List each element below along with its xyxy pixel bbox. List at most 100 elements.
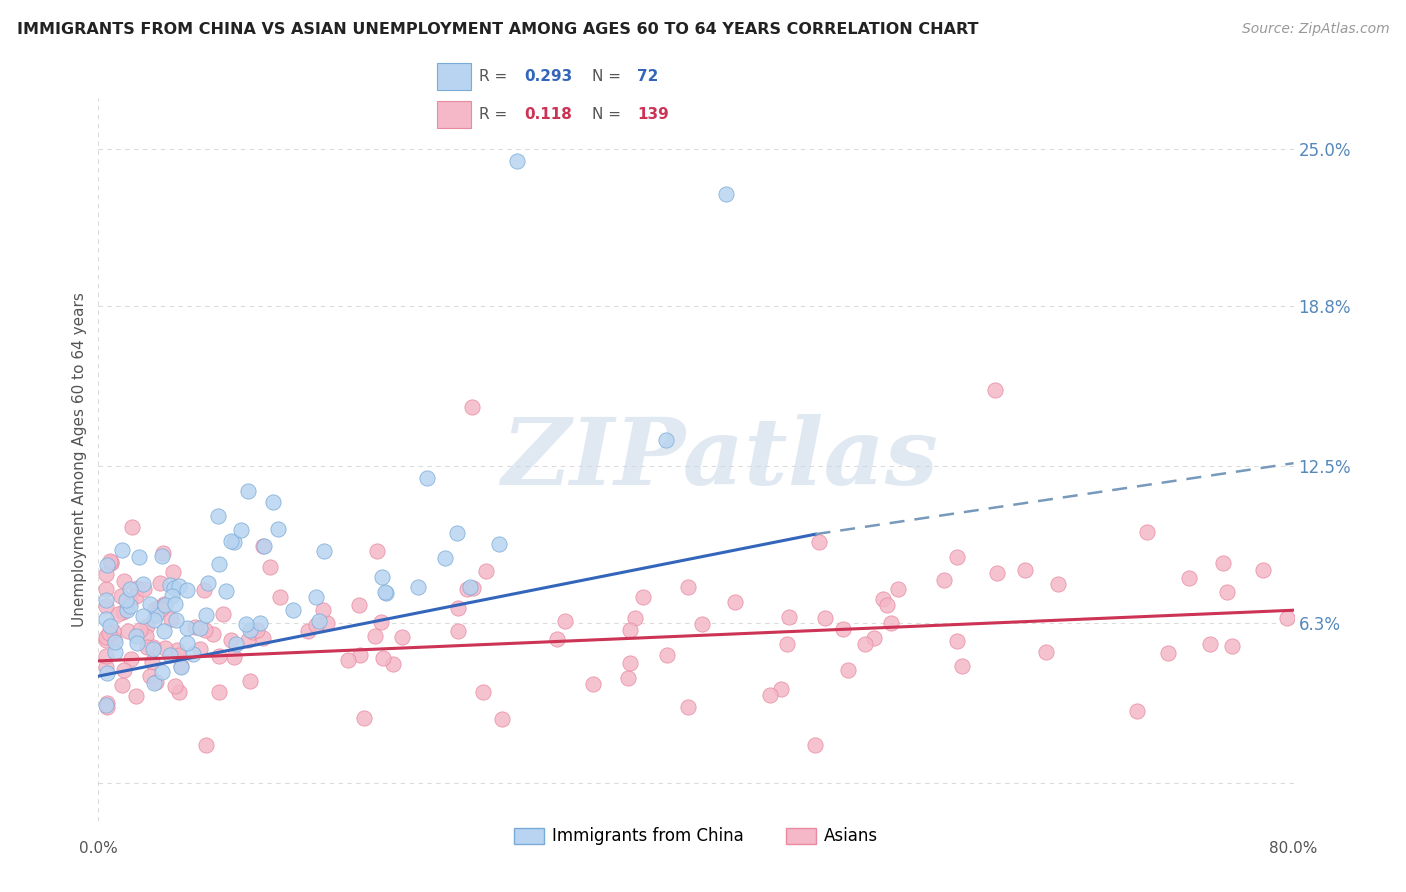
- Point: [461, 401, 484, 415]
- Point: [188, 621, 211, 635]
- Point: [190, 641, 212, 656]
- Point: [107, 607, 129, 622]
- Point: [655, 434, 678, 448]
- Text: N =: N =: [592, 69, 621, 84]
- Point: [447, 624, 470, 639]
- Point: [125, 636, 148, 650]
- Point: [96, 558, 118, 572]
- Point: [1125, 705, 1147, 719]
- Point: [94, 632, 117, 647]
- Point: [946, 634, 969, 648]
- Point: [1035, 645, 1057, 659]
- Point: [416, 471, 439, 485]
- Point: [145, 674, 167, 689]
- Point: [125, 581, 148, 595]
- Point: [132, 582, 155, 597]
- Point: [96, 666, 118, 681]
- Point: [100, 555, 122, 569]
- Point: [208, 649, 231, 664]
- Point: [153, 597, 176, 611]
- Point: [252, 539, 274, 553]
- Point: [242, 625, 264, 640]
- Point: [984, 383, 1007, 397]
- Point: [94, 612, 117, 626]
- Point: [631, 590, 654, 604]
- Point: [207, 509, 229, 524]
- Point: [225, 637, 247, 651]
- Text: Source: ZipAtlas.com: Source: ZipAtlas.com: [1241, 22, 1389, 37]
- Point: [153, 624, 176, 638]
- Text: 0.118: 0.118: [524, 107, 572, 122]
- Point: [219, 534, 242, 549]
- Point: [1198, 637, 1220, 651]
- Point: [194, 623, 217, 637]
- Point: [141, 655, 163, 669]
- Point: [145, 601, 167, 615]
- Point: [176, 636, 198, 650]
- Point: [159, 612, 181, 626]
- Point: [94, 599, 117, 613]
- Point: [676, 700, 699, 714]
- Point: [546, 632, 568, 647]
- Point: [139, 597, 162, 611]
- Point: [153, 598, 176, 612]
- Point: [312, 544, 335, 558]
- Point: [236, 632, 259, 647]
- Point: [305, 618, 328, 632]
- Point: [100, 556, 122, 570]
- Text: R =: R =: [479, 107, 508, 122]
- Point: [297, 624, 319, 639]
- Point: [252, 631, 274, 645]
- Point: [94, 698, 117, 712]
- Point: [124, 589, 146, 603]
- Point: [224, 534, 246, 549]
- Point: [111, 543, 134, 558]
- Point: [129, 624, 152, 638]
- Point: [103, 632, 125, 647]
- Point: [506, 154, 529, 169]
- Point: [724, 595, 747, 609]
- Point: [195, 738, 218, 752]
- Point: [239, 623, 262, 637]
- Point: [219, 633, 242, 648]
- Text: 139: 139: [637, 107, 669, 122]
- Point: [94, 582, 117, 597]
- Text: 0.0%: 0.0%: [79, 841, 118, 856]
- Point: [120, 582, 142, 597]
- Point: [813, 611, 835, 625]
- Point: [461, 581, 484, 595]
- Point: [115, 602, 138, 616]
- Point: [121, 520, 143, 534]
- Point: [1157, 647, 1180, 661]
- Point: [194, 607, 217, 622]
- Point: [262, 495, 284, 509]
- Point: [253, 539, 276, 553]
- Point: [1216, 584, 1239, 599]
- Point: [235, 617, 257, 632]
- Point: [183, 647, 205, 661]
- Point: [94, 648, 117, 663]
- Point: [117, 624, 139, 638]
- Text: R =: R =: [479, 69, 508, 84]
- Point: [132, 576, 155, 591]
- Point: [1212, 556, 1234, 570]
- Point: [236, 484, 259, 499]
- Point: [150, 549, 173, 564]
- Point: [1275, 611, 1298, 625]
- Point: [149, 575, 172, 590]
- Point: [382, 657, 405, 672]
- Text: 72: 72: [637, 69, 658, 84]
- Point: [152, 546, 174, 560]
- Point: [758, 688, 780, 702]
- Point: [211, 607, 233, 622]
- Point: [215, 584, 238, 599]
- Point: [305, 590, 328, 604]
- Point: [364, 629, 387, 643]
- Point: [471, 684, 494, 698]
- Point: [136, 640, 159, 654]
- Point: [259, 560, 281, 574]
- Point: [616, 671, 638, 685]
- Point: [176, 582, 198, 597]
- Point: [853, 636, 876, 650]
- Point: [374, 585, 396, 599]
